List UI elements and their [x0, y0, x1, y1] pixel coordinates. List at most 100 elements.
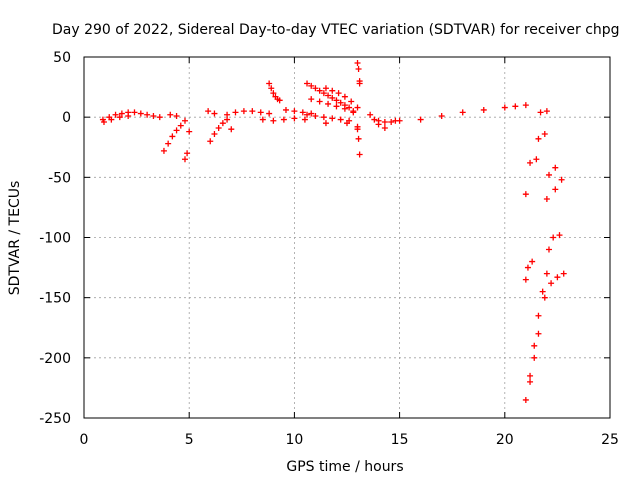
data-point [344, 120, 350, 127]
data-point [276, 97, 283, 104]
data-point [329, 87, 336, 94]
data-point [529, 258, 536, 265]
data-point [211, 110, 218, 117]
data-point [548, 280, 555, 287]
data-point [150, 112, 157, 119]
tick-layer: 0 5 10 15 20 25 -250 -200 -150 -100 -50 0 50 [39, 50, 619, 448]
data-point [539, 288, 546, 295]
data-point [259, 116, 266, 123]
data-point [173, 112, 180, 119]
series-arc-27 [545, 232, 563, 253]
series-arc-4 [167, 111, 180, 119]
data-point [375, 117, 382, 124]
data-point [333, 97, 340, 104]
data-point [333, 103, 340, 110]
data-point [266, 110, 273, 117]
data-point [354, 123, 361, 130]
series-arc-15 [322, 85, 361, 111]
data-point [512, 103, 519, 110]
data-point [144, 111, 151, 118]
series-arc-31 [537, 108, 550, 116]
data-point [545, 246, 552, 253]
data-point [308, 96, 315, 103]
series-arc-11 [259, 115, 308, 124]
data-point [232, 109, 239, 116]
data-point [341, 93, 348, 100]
data-point [257, 109, 264, 116]
data-point [308, 82, 315, 89]
data-point [354, 104, 361, 111]
data-point [215, 124, 222, 131]
series-arc-8 [224, 108, 273, 118]
data-point [156, 114, 163, 121]
series-arc-14 [308, 96, 357, 116]
data-point [329, 115, 336, 122]
data-point [304, 111, 311, 118]
x-tick-label: 25 [601, 432, 619, 448]
data-point [355, 135, 362, 142]
series-arc-25 [522, 258, 536, 283]
data-point [554, 274, 561, 281]
data-point [438, 112, 445, 119]
data-point [537, 109, 544, 116]
x-axis-label: GPS time / hours [286, 459, 403, 475]
data-point [322, 120, 329, 127]
x-tick-label: 10 [285, 432, 303, 448]
data-point [137, 110, 144, 117]
data-point [527, 378, 534, 385]
x-tick-label: 20 [496, 432, 514, 448]
data-point [459, 109, 466, 116]
data-point [329, 94, 336, 101]
data-point [550, 234, 557, 241]
data-point [165, 140, 172, 147]
plot-frame [83, 56, 611, 419]
series-arc-21 [375, 117, 399, 125]
data-point [266, 80, 273, 87]
data-point [291, 108, 298, 115]
series-arc-18 [354, 60, 363, 87]
data-point [531, 354, 538, 361]
data-point [282, 106, 289, 113]
series-arc-5 [181, 128, 193, 163]
series-arc-22 [396, 102, 529, 124]
data-point [337, 99, 344, 106]
data-point [348, 98, 355, 105]
data-point [541, 294, 548, 301]
data-point [522, 276, 529, 283]
y-axis-label: SDTVAR / TECUs [7, 181, 23, 296]
data-point [205, 108, 212, 115]
data-point [396, 117, 403, 124]
data-point [312, 112, 319, 119]
data-point [522, 191, 529, 198]
data-point [118, 110, 125, 117]
data-point [556, 232, 563, 239]
data-point [325, 100, 332, 107]
y-tick-label: -50 [48, 170, 71, 186]
data-point [543, 270, 550, 277]
data-point [367, 111, 374, 118]
data-point [545, 171, 552, 178]
data-point [280, 116, 287, 123]
data-point [100, 118, 107, 125]
data-point [337, 116, 344, 123]
data-point [381, 118, 388, 125]
series-arc-12 [282, 106, 315, 117]
data-point [535, 330, 542, 337]
data-point [535, 312, 542, 319]
data-point [116, 114, 123, 121]
data-point [527, 159, 534, 166]
data-point [356, 151, 363, 158]
data-point [552, 186, 559, 193]
data-point [186, 128, 193, 135]
data-point [356, 80, 363, 87]
data-point [219, 120, 226, 127]
data-point [560, 270, 567, 277]
data-point [270, 117, 277, 124]
y-tick-label: 0 [62, 110, 71, 126]
data-point [543, 108, 550, 115]
series-arc-1 [99, 109, 163, 123]
data-point [535, 135, 542, 142]
data-point [522, 396, 529, 403]
data-point [417, 116, 424, 123]
